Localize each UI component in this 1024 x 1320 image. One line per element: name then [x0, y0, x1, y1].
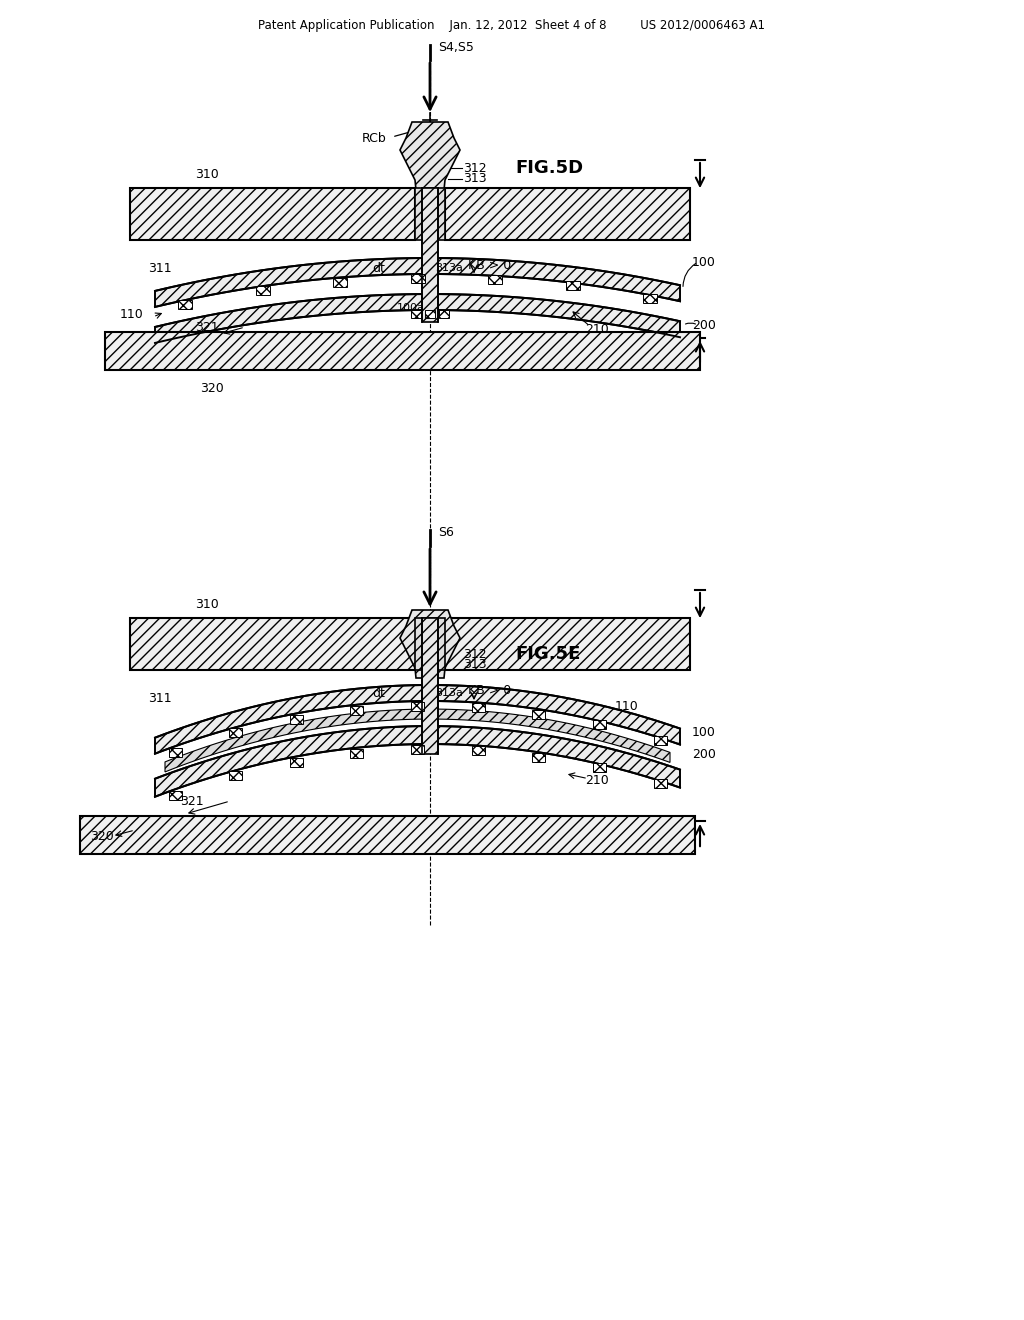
Text: S6: S6	[438, 525, 454, 539]
Bar	[593, 763, 606, 772]
Polygon shape	[155, 294, 680, 343]
Text: 312: 312	[463, 648, 486, 660]
Bar	[130, 618, 415, 671]
Bar	[411, 273, 425, 282]
Text: 200: 200	[692, 318, 716, 331]
Text: 100a: 100a	[397, 304, 425, 313]
Bar	[411, 702, 424, 710]
Bar	[333, 277, 347, 286]
Bar	[169, 747, 181, 756]
Text: dt: dt	[372, 261, 385, 275]
Bar	[290, 759, 303, 767]
Bar	[445, 187, 690, 240]
Bar	[415, 187, 445, 240]
Text: 313a: 313a	[435, 688, 463, 698]
Bar	[415, 618, 445, 671]
Bar	[130, 187, 415, 240]
Bar	[350, 706, 364, 715]
Bar	[290, 715, 303, 725]
Polygon shape	[155, 726, 680, 797]
Text: 110: 110	[615, 700, 639, 713]
Bar	[488, 276, 502, 284]
Text: 321: 321	[180, 795, 204, 808]
Bar	[422, 187, 438, 322]
Bar	[445, 618, 690, 671]
Bar	[422, 618, 438, 754]
Polygon shape	[155, 257, 680, 308]
Text: 321: 321	[195, 321, 219, 334]
Bar	[350, 748, 364, 758]
Bar	[565, 281, 580, 290]
Bar	[178, 301, 193, 309]
Text: FIG.5E: FIG.5E	[515, 645, 581, 663]
Text: 110: 110	[119, 309, 143, 322]
Text: 320: 320	[200, 381, 224, 395]
Bar	[105, 333, 700, 370]
Bar	[532, 752, 545, 762]
Polygon shape	[165, 709, 670, 772]
Text: 313: 313	[463, 173, 486, 186]
Text: S4,S5: S4,S5	[438, 41, 474, 54]
Text: Patent Application Publication    Jan. 12, 2012  Sheet 4 of 8         US 2012/00: Patent Application Publication Jan. 12, …	[258, 18, 766, 32]
Text: 100: 100	[692, 256, 716, 268]
Text: 100: 100	[692, 726, 716, 739]
Text: 313: 313	[463, 659, 486, 672]
Text: KB > 0: KB > 0	[468, 684, 511, 697]
Bar	[411, 310, 421, 318]
Bar	[439, 310, 449, 318]
Bar	[425, 310, 435, 318]
Bar	[472, 704, 484, 711]
Bar	[653, 737, 667, 746]
Text: 311: 311	[148, 692, 172, 705]
Text: 320: 320	[90, 829, 114, 842]
Bar	[532, 710, 545, 718]
Text: 310: 310	[195, 598, 219, 610]
Bar	[472, 746, 484, 755]
Bar	[593, 719, 606, 729]
Bar	[229, 727, 242, 737]
Polygon shape	[155, 685, 680, 754]
Bar	[80, 816, 695, 854]
Bar	[256, 286, 269, 294]
Text: 313a: 313a	[435, 263, 463, 273]
Bar	[643, 293, 657, 302]
Text: RCb: RCb	[362, 132, 387, 144]
Polygon shape	[400, 121, 460, 190]
Text: 310: 310	[195, 168, 219, 181]
Text: 210: 210	[585, 322, 608, 335]
Text: KB > 0: KB > 0	[468, 259, 511, 272]
Text: 200: 200	[692, 748, 716, 762]
Text: dt: dt	[372, 686, 385, 700]
Text: FIG.5D: FIG.5D	[515, 158, 583, 177]
Bar	[411, 744, 424, 754]
Bar	[169, 791, 181, 800]
Text: 312: 312	[463, 161, 486, 174]
Text: 210: 210	[585, 774, 608, 787]
Bar	[229, 771, 242, 780]
Bar	[653, 779, 667, 788]
Polygon shape	[400, 610, 460, 678]
Text: 311: 311	[148, 261, 172, 275]
